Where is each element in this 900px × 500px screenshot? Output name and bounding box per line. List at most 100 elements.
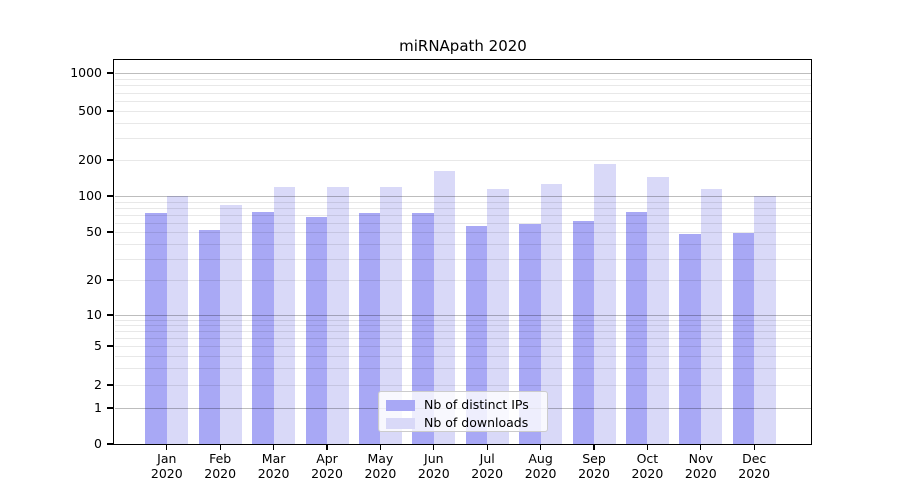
x-tick-month-aug: Aug (528, 451, 553, 466)
x-tick-dec (753, 444, 755, 450)
gridline-minor-y-60 (115, 222, 811, 224)
gridline-minor-y-9 (115, 319, 811, 321)
x-tick-oct (646, 444, 649, 450)
x-tick-label-jun: Jun 2020 (404, 451, 464, 481)
y-tick-label-100: 100 (78, 188, 102, 203)
bar-downloads-jul (487, 189, 509, 444)
x-tick-jan (166, 444, 168, 450)
bar-distinct-ips-jan (145, 213, 167, 444)
bar-downloads-apr (327, 187, 349, 444)
gridline-minor-y-8 (115, 325, 811, 326)
bar-downloads-jan (166, 195, 189, 444)
gridline-y-1000 (115, 73, 811, 74)
x-tick-year-jul: 2020 (471, 466, 504, 481)
x-tick-feb (219, 444, 221, 450)
x-tick-label-nov: Nov 2020 (671, 451, 731, 481)
gridline-minor-y-3 (115, 367, 811, 369)
x-tick-label-apr: Apr 2020 (297, 451, 357, 481)
gridline-minor-y-600 (115, 101, 811, 102)
y-tick-5 (107, 345, 114, 347)
y-tick-label-1: 1 (94, 400, 102, 415)
gridline-y-500 (115, 111, 811, 112)
y-tick-20 (107, 279, 114, 281)
gridline-minor-y-40 (115, 243, 811, 245)
x-tick-year-sep: 2020 (578, 466, 610, 481)
gridline-minor-y-30 (115, 258, 811, 260)
y-tick-label-2: 2 (94, 377, 102, 392)
gridline-minor-y-90 (115, 201, 811, 203)
x-tick-month-jul: Jul (479, 451, 495, 466)
x-tick-month-apr: Apr (316, 451, 338, 466)
x-tick-month-mar: Mar (261, 451, 286, 466)
x-tick-year-nov: 2020 (684, 466, 717, 481)
y-tick-label-1000: 1000 (70, 65, 102, 80)
bar-distinct-ips-may (358, 213, 381, 444)
gridline-y-10 (115, 315, 811, 316)
gridline-y-5 (115, 346, 811, 347)
x-tick-year-mar: 2020 (257, 466, 290, 481)
y-tick-500 (107, 110, 114, 112)
y-tick-label-5: 5 (94, 338, 102, 353)
y-tick-label-500: 500 (78, 103, 102, 118)
gridline-minor-y-700 (115, 92, 811, 94)
x-tick-label-jul: Jul 2020 (457, 451, 517, 481)
y-tick-10 (107, 314, 114, 316)
gridline-minor-y-900 (115, 78, 811, 80)
x-tick-label-mar: Mar 2020 (244, 451, 304, 481)
legend-swatch-downloads-icon (386, 417, 415, 429)
y-tick-1000 (107, 72, 114, 74)
x-tick-jun (433, 444, 435, 450)
gridline-minor-y-6 (115, 337, 811, 339)
gridline-y-50 (115, 232, 811, 233)
legend-swatch-distinct-ips-icon (386, 399, 415, 411)
y-tick-1 (107, 407, 114, 409)
bar-distinct-ips-oct (625, 211, 648, 444)
bar-downloads-mar (273, 187, 296, 444)
y-tick-0 (107, 443, 114, 445)
x-tick-label-may: May 2020 (350, 451, 410, 481)
y-tick-label-10: 10 (86, 307, 102, 322)
x-tick-jul (486, 444, 488, 450)
x-tick-month-sep: Sep (582, 451, 606, 466)
chart-title: miRNApath 2020 (399, 37, 527, 55)
x-tick-month-nov: Nov (688, 451, 713, 466)
x-tick-year-apr: 2020 (311, 466, 343, 481)
bar-distinct-ips-nov (679, 234, 701, 444)
x-tick-label-aug: Aug 2020 (511, 451, 571, 481)
gridline-minor-y-7 (115, 331, 811, 332)
gridline-minor-y-70 (115, 214, 811, 216)
legend: Nb of distinct IPs Nb of downloads (378, 391, 548, 432)
x-tick-label-oct: Oct 2020 (617, 451, 677, 481)
gridline-minor-y-4 (115, 355, 811, 357)
gridline-minor-y-80 (115, 207, 811, 209)
bar-distinct-ips-jul (465, 226, 488, 444)
x-tick-mar (273, 444, 275, 450)
x-tick-label-feb: Feb 2020 (190, 451, 250, 481)
bar-distinct-ips-dec (732, 233, 755, 444)
bar-distinct-ips-feb (198, 230, 221, 444)
x-tick-month-dec: Dec (742, 451, 767, 466)
x-tick-label-jan: Jan 2020 (137, 451, 197, 481)
x-tick-aug (540, 444, 542, 450)
x-tick-month-jan: Jan (157, 451, 177, 466)
x-tick-label-sep: Sep 2020 (564, 451, 624, 481)
x-tick-year-aug: 2020 (524, 466, 557, 481)
x-tick-month-oct: Oct (636, 451, 659, 466)
x-tick-month-may: May (367, 451, 394, 466)
x-tick-nov (700, 444, 702, 450)
legend-label-downloads: Nb of downloads (424, 415, 529, 430)
y-tick-label-0: 0 (94, 436, 102, 451)
gridline-y-20 (115, 280, 811, 281)
x-tick-may (379, 444, 382, 450)
bar-downloads-aug (540, 184, 563, 444)
x-tick-sep (593, 444, 595, 450)
y-tick-label-20: 20 (86, 272, 102, 287)
bar-downloads-jun (433, 170, 456, 444)
bar-distinct-ips-jun (412, 213, 434, 444)
bar-distinct-ips-apr (305, 216, 327, 444)
bar-downloads-may (380, 187, 402, 444)
bar-distinct-ips-aug (519, 224, 541, 444)
y-tick-label-50: 50 (86, 224, 102, 239)
bar-downloads-feb (220, 205, 242, 444)
y-tick-label-200: 200 (78, 152, 102, 167)
